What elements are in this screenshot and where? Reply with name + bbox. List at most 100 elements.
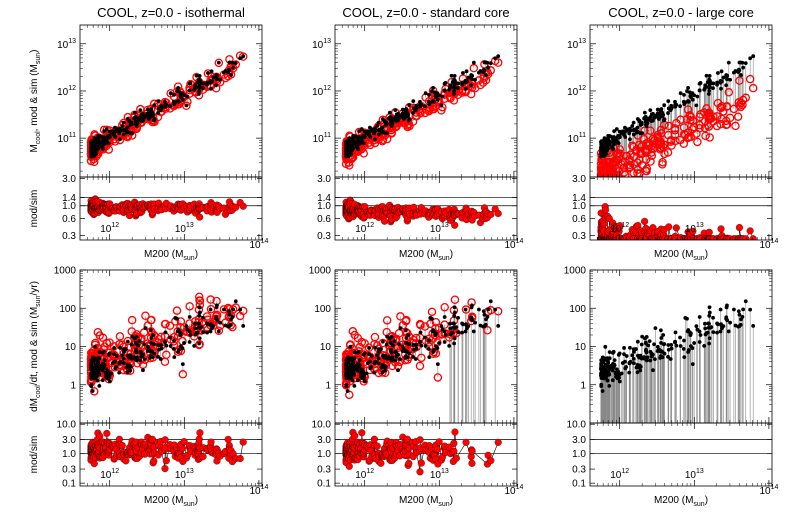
model-point bbox=[195, 340, 204, 349]
sim-point bbox=[400, 107, 405, 112]
sim-point bbox=[156, 111, 160, 115]
sim-point bbox=[187, 315, 192, 319]
ratio-tick-label: 3.0 bbox=[317, 174, 331, 185]
sim-point bbox=[185, 94, 190, 99]
panel-dM_cool/dt-standard: 1 10 100 1000 10.0 3.0 1.0 0.3 0.1 1012 1013 1014 M2… bbox=[309, 266, 524, 509]
sim-point bbox=[352, 366, 357, 371]
ratio-point bbox=[239, 438, 247, 446]
sim-point bbox=[344, 152, 349, 157]
sim-point bbox=[383, 353, 388, 358]
sim-point bbox=[442, 88, 447, 93]
sim-point bbox=[427, 92, 431, 97]
sim-point bbox=[145, 344, 150, 349]
x-axis-label: M200 (Msun) bbox=[144, 249, 198, 262]
sim-point bbox=[452, 341, 457, 346]
ratio-point bbox=[196, 429, 204, 437]
sim-point bbox=[125, 339, 130, 344]
sim-point bbox=[193, 84, 198, 89]
model-point bbox=[493, 58, 503, 67]
sim-point bbox=[355, 135, 360, 140]
model-point bbox=[461, 305, 471, 314]
sim-point bbox=[89, 368, 94, 373]
sim-point bbox=[411, 106, 416, 111]
ratio-tick-label: 0.6 bbox=[62, 214, 76, 225]
sim-point bbox=[197, 313, 202, 318]
sim-point bbox=[149, 341, 153, 345]
sim-point bbox=[136, 343, 141, 348]
sim-point bbox=[392, 339, 397, 344]
sim-point bbox=[493, 307, 498, 312]
sim-point bbox=[188, 333, 193, 337]
model-point bbox=[417, 353, 426, 363]
sim-point bbox=[121, 361, 126, 366]
sim-point bbox=[413, 357, 418, 361]
model-point bbox=[378, 115, 388, 125]
ratio-point bbox=[161, 436, 169, 444]
model-point bbox=[348, 327, 358, 336]
sim-point bbox=[488, 61, 493, 66]
sim-point bbox=[385, 334, 390, 339]
sim-point bbox=[433, 94, 438, 98]
sim-point bbox=[350, 358, 355, 362]
sim-point bbox=[158, 357, 163, 361]
sim-point bbox=[376, 132, 381, 137]
model-point bbox=[143, 321, 153, 330]
sim-point bbox=[388, 340, 393, 345]
sim-point bbox=[477, 307, 481, 312]
ratio-point bbox=[345, 462, 353, 470]
x-tick-label: 1012 bbox=[100, 222, 119, 235]
sim-point bbox=[159, 106, 164, 111]
data-marks bbox=[86, 292, 248, 396]
sim-point bbox=[396, 118, 400, 123]
sim-point bbox=[121, 132, 126, 137]
sim-point bbox=[135, 355, 140, 360]
sim-point bbox=[178, 344, 183, 349]
model-point bbox=[483, 326, 492, 335]
sim-point bbox=[373, 128, 378, 133]
y-tick-label: 1011 bbox=[313, 132, 331, 145]
sim-point bbox=[346, 356, 351, 361]
sim-point bbox=[128, 368, 133, 373]
sim-point bbox=[361, 352, 366, 357]
sim-point bbox=[96, 134, 101, 138]
sim-point bbox=[227, 312, 232, 317]
model-point bbox=[203, 69, 213, 78]
sim-point bbox=[384, 342, 389, 347]
ratio-tick-label: 1.0 bbox=[317, 201, 331, 212]
sim-point bbox=[196, 80, 201, 85]
sim-point bbox=[92, 365, 97, 370]
model-point bbox=[427, 307, 437, 317]
sim-point bbox=[112, 352, 116, 356]
sim-point bbox=[456, 86, 460, 91]
sim-point bbox=[482, 60, 487, 65]
sim-point bbox=[389, 358, 394, 363]
sim-point bbox=[168, 104, 172, 109]
model-point bbox=[403, 122, 412, 132]
model-point bbox=[206, 304, 216, 314]
ratio-point bbox=[103, 429, 111, 437]
x-tick-label: 1012 bbox=[100, 468, 119, 481]
sim-point bbox=[396, 368, 400, 373]
sim-point bbox=[428, 100, 433, 105]
sim-point bbox=[102, 358, 107, 363]
sim-point bbox=[118, 345, 122, 350]
y-tick-label: 1000 bbox=[309, 266, 332, 277]
sim-point bbox=[411, 354, 415, 359]
model-point bbox=[378, 135, 388, 145]
sim-point bbox=[104, 138, 109, 143]
ratio-point bbox=[435, 438, 443, 446]
sim-point bbox=[362, 372, 367, 377]
sim-point bbox=[118, 137, 122, 142]
ratio-point bbox=[236, 455, 244, 463]
sim-point bbox=[451, 321, 456, 326]
sim-point bbox=[107, 134, 111, 138]
x-tick-label: 1013 bbox=[175, 468, 194, 481]
ratio-point bbox=[96, 432, 104, 440]
sim-point bbox=[168, 335, 172, 340]
sim-point bbox=[241, 54, 246, 59]
sim-point bbox=[451, 80, 456, 85]
sim-point bbox=[396, 111, 400, 116]
sim-point bbox=[89, 374, 94, 378]
ratio-marks bbox=[80, 429, 262, 473]
